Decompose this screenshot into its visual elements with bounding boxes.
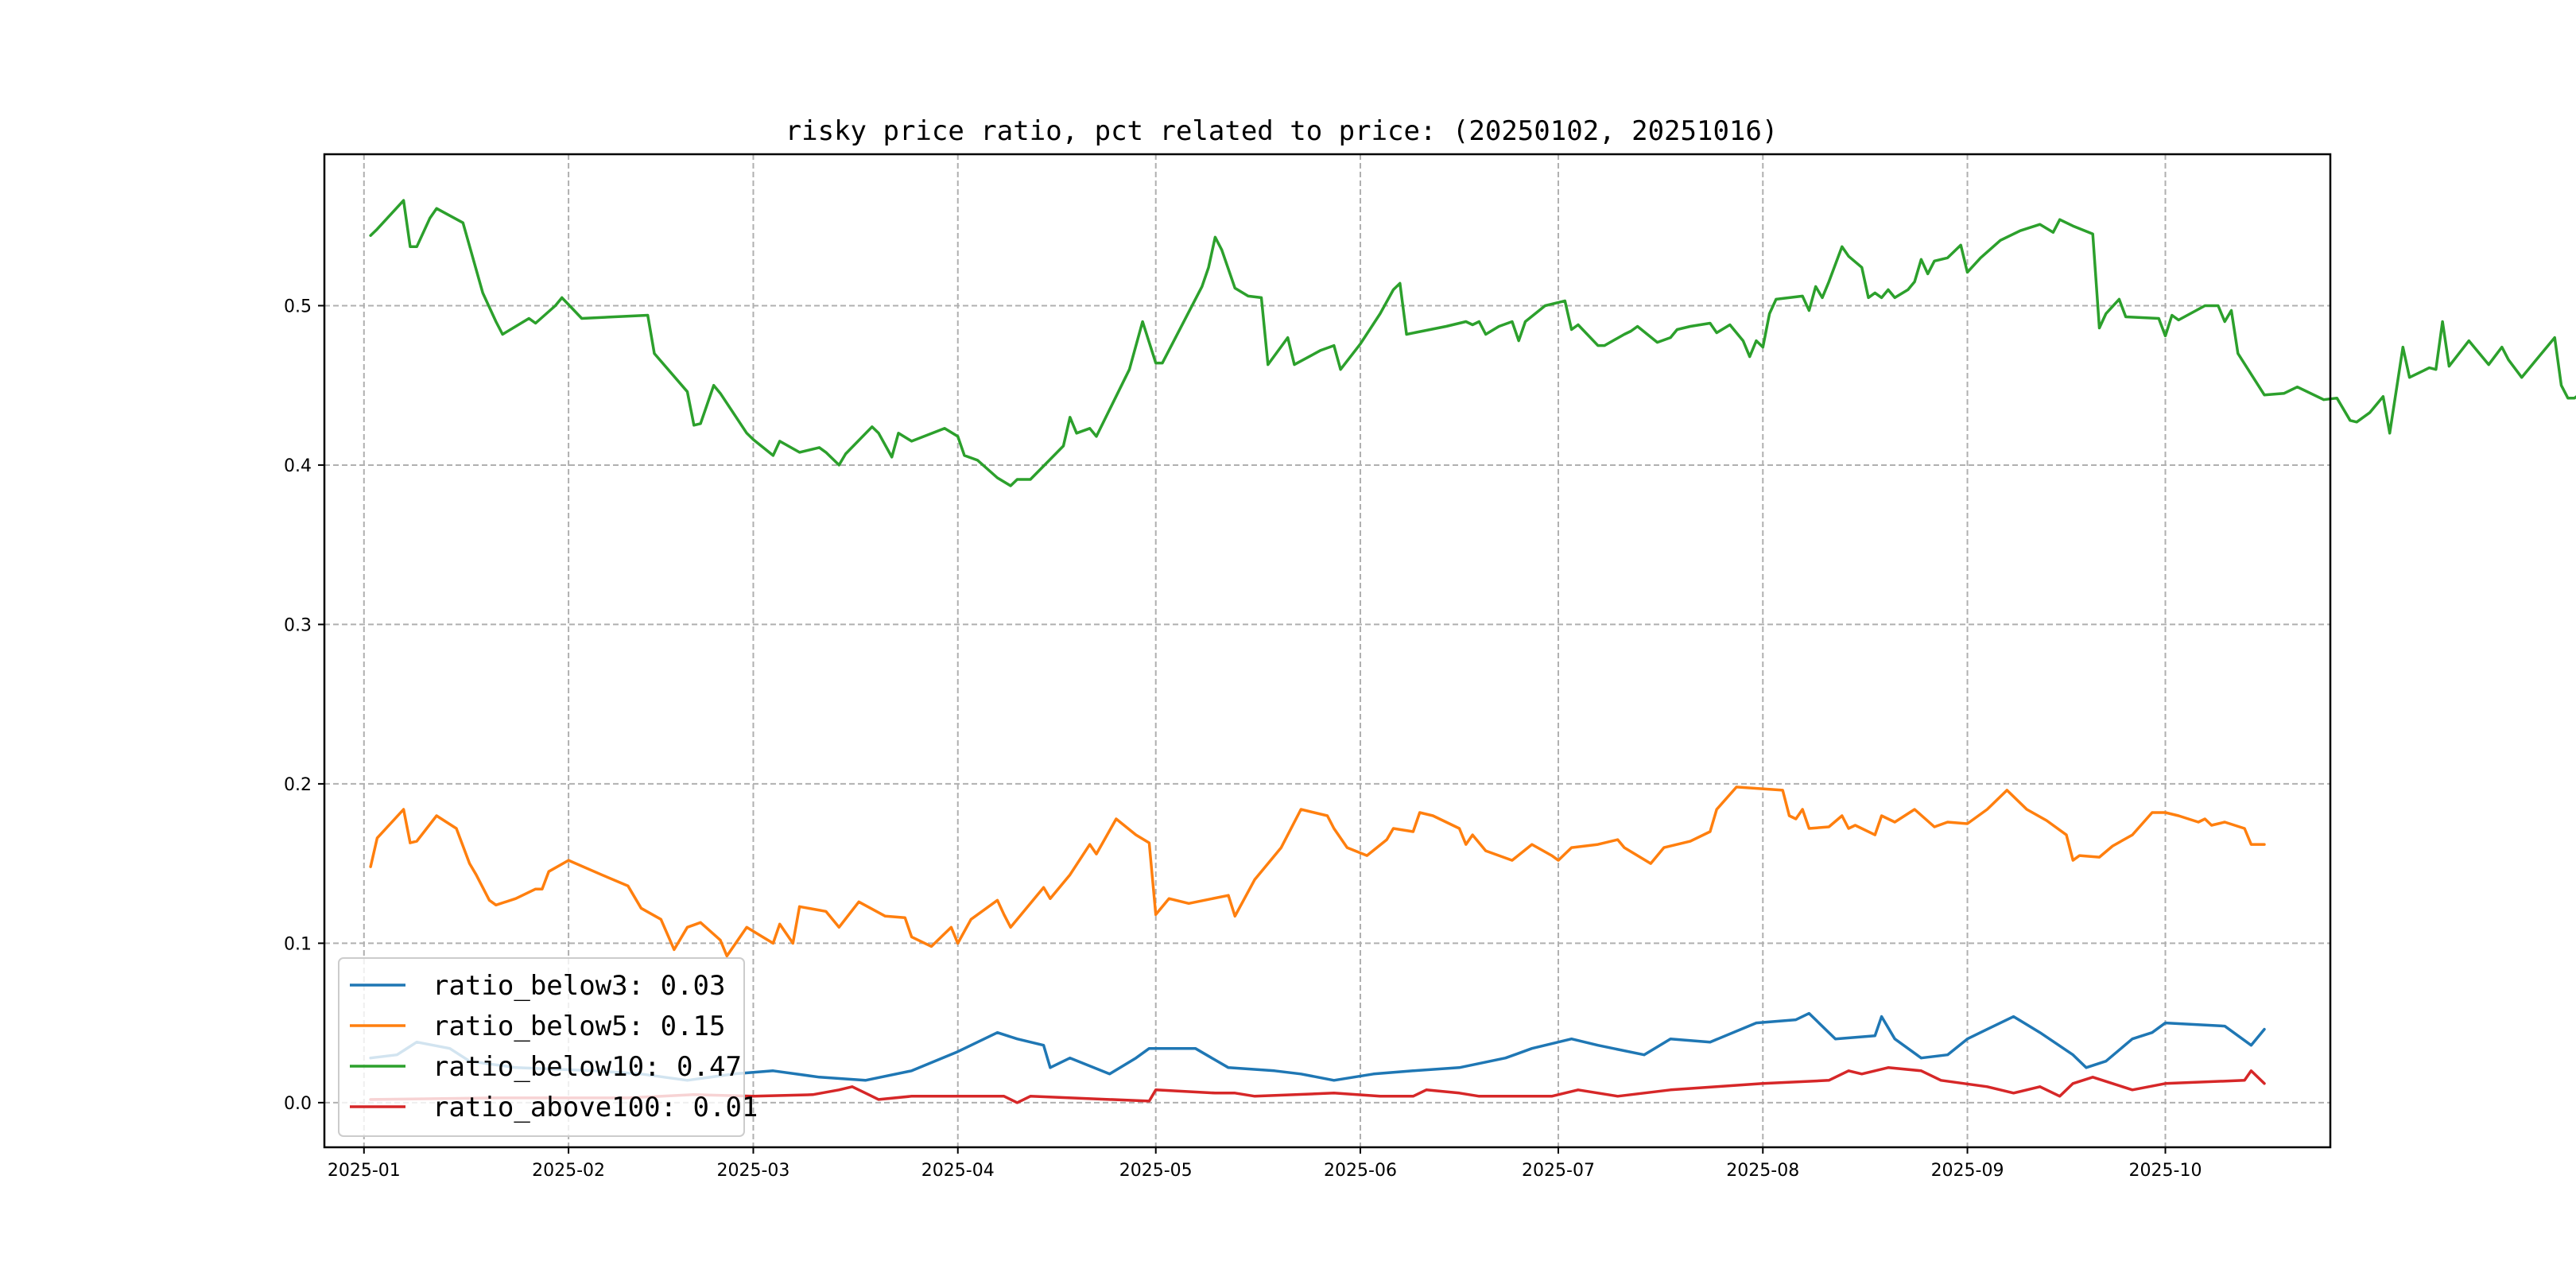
x-tick-label: 2025-05 [1119,1161,1193,1181]
y-tick-label: 0.5 [284,297,312,316]
x-tick-label: 2025-06 [1324,1161,1397,1181]
y-tick-label: 0.1 [284,934,312,954]
y-tick-label: 0.0 [284,1094,312,1114]
x-tick-label: 2025-08 [1726,1161,1799,1181]
plot-frame [323,153,2332,1149]
legend-label-ratio_below5: ratio_below5: 0.15 [433,1011,725,1042]
series-line-ratio_below5 [369,786,2266,958]
legend-box [338,957,745,1137]
legend-label-ratio_above100: ratio_above100: 0.01 [433,1092,758,1123]
y-tick-label: 0.2 [284,775,312,795]
series-line-ratio_below10 [369,199,2576,487]
x-tick-label: 2025-09 [1931,1161,2004,1181]
legend-label-ratio_below3: ratio_below3: 0.03 [433,970,725,1002]
y-axis: 0.0 0.1 0.2 0.3 0.4 0.5 [284,297,324,1114]
chart-title: risky price ratio, pct related to price:… [786,115,1779,147]
x-tick-label: 2025-07 [1522,1161,1595,1181]
series-line-ratio_below3 [369,1011,2266,1082]
legend-label-ratio_below10: ratio_below10: 0.47 [433,1051,742,1083]
x-tick-label: 2025-01 [328,1161,401,1181]
plot-area [369,199,2576,1104]
y-tick-label: 0.3 [284,615,312,635]
x-tick-label: 2025-10 [2129,1161,2202,1181]
x-tick-label: 2025-04 [921,1161,995,1181]
series-line-ratio_above100 [369,1066,2266,1104]
x-tick-label: 2025-03 [716,1161,789,1181]
legend: ratio_below3: 0.03 ratio_below5: 0.15 rati… [338,957,758,1137]
x-tick-label: 2025-02 [532,1161,605,1181]
y-tick-label: 0.4 [284,456,312,476]
x-axis: 2025-01 2025-02 2025-03 2025-04 2025-05 2025-… [328,1147,2202,1181]
